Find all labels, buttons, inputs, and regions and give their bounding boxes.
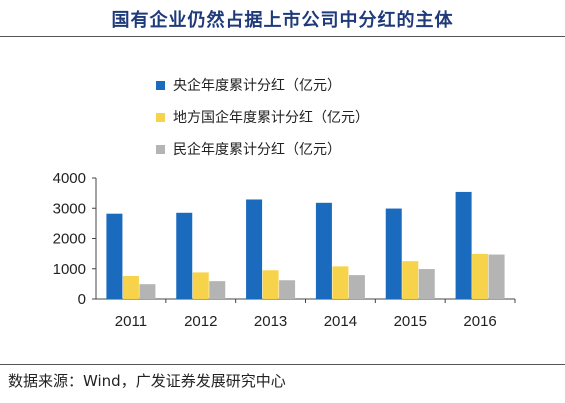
bar xyxy=(385,208,402,299)
x-tick-label: 2016 xyxy=(463,313,496,330)
bar xyxy=(402,261,419,299)
x-tick-label: 2013 xyxy=(254,313,287,330)
legend-label-central-soe: 央企年度累计分红（亿元） xyxy=(173,78,341,94)
bar xyxy=(246,199,263,299)
bar xyxy=(192,272,209,299)
x-tick-label: 2015 xyxy=(394,313,427,330)
legend-item-local-soe: 地方国企年度累计分红（亿元） xyxy=(156,104,369,130)
y-tick-label: 3000 xyxy=(53,200,86,217)
bar xyxy=(262,270,279,299)
legend-swatch-private xyxy=(156,144,165,154)
legend-swatch-central-soe xyxy=(156,80,165,90)
footer-divider xyxy=(0,364,565,365)
y-tick-label: 4000 xyxy=(53,170,86,187)
bar xyxy=(122,276,139,299)
legend-label-local-soe: 地方国企年度累计分红（亿元） xyxy=(173,110,369,126)
bar xyxy=(279,280,296,299)
title-divider xyxy=(0,36,565,37)
source-note: 数据来源：Wind，广发证券发展研究中心 xyxy=(8,372,286,390)
bar xyxy=(472,253,489,299)
legend-item-private: 民企年度累计分红（亿元） xyxy=(156,136,369,162)
legend-item-central-soe: 央企年度累计分红（亿元） xyxy=(156,72,369,98)
x-tick-label: 2012 xyxy=(184,313,217,330)
legend-label-private: 民企年度累计分红（亿元） xyxy=(173,142,341,158)
y-tick-label: 1000 xyxy=(53,261,86,278)
x-tick-label: 2011 xyxy=(115,313,147,330)
x-tick-label: 2014 xyxy=(324,313,357,330)
bar xyxy=(488,254,505,299)
bar xyxy=(455,191,472,299)
y-tick-label: 0 xyxy=(78,291,86,308)
y-tick-label: 2000 xyxy=(53,231,86,248)
bar xyxy=(348,275,365,299)
legend: 央企年度累计分红（亿元） 地方国企年度累计分红（亿元） 民企年度累计分红（亿元） xyxy=(156,72,369,168)
bar xyxy=(418,269,435,299)
bar xyxy=(139,284,156,299)
chart-title: 国有企业仍然占据上市公司中分红的主体 xyxy=(111,10,454,31)
bar xyxy=(209,281,226,299)
bar xyxy=(106,213,123,299)
bar xyxy=(315,202,332,299)
bar xyxy=(332,266,349,299)
bar xyxy=(176,212,193,299)
legend-swatch-local-soe xyxy=(156,112,165,122)
